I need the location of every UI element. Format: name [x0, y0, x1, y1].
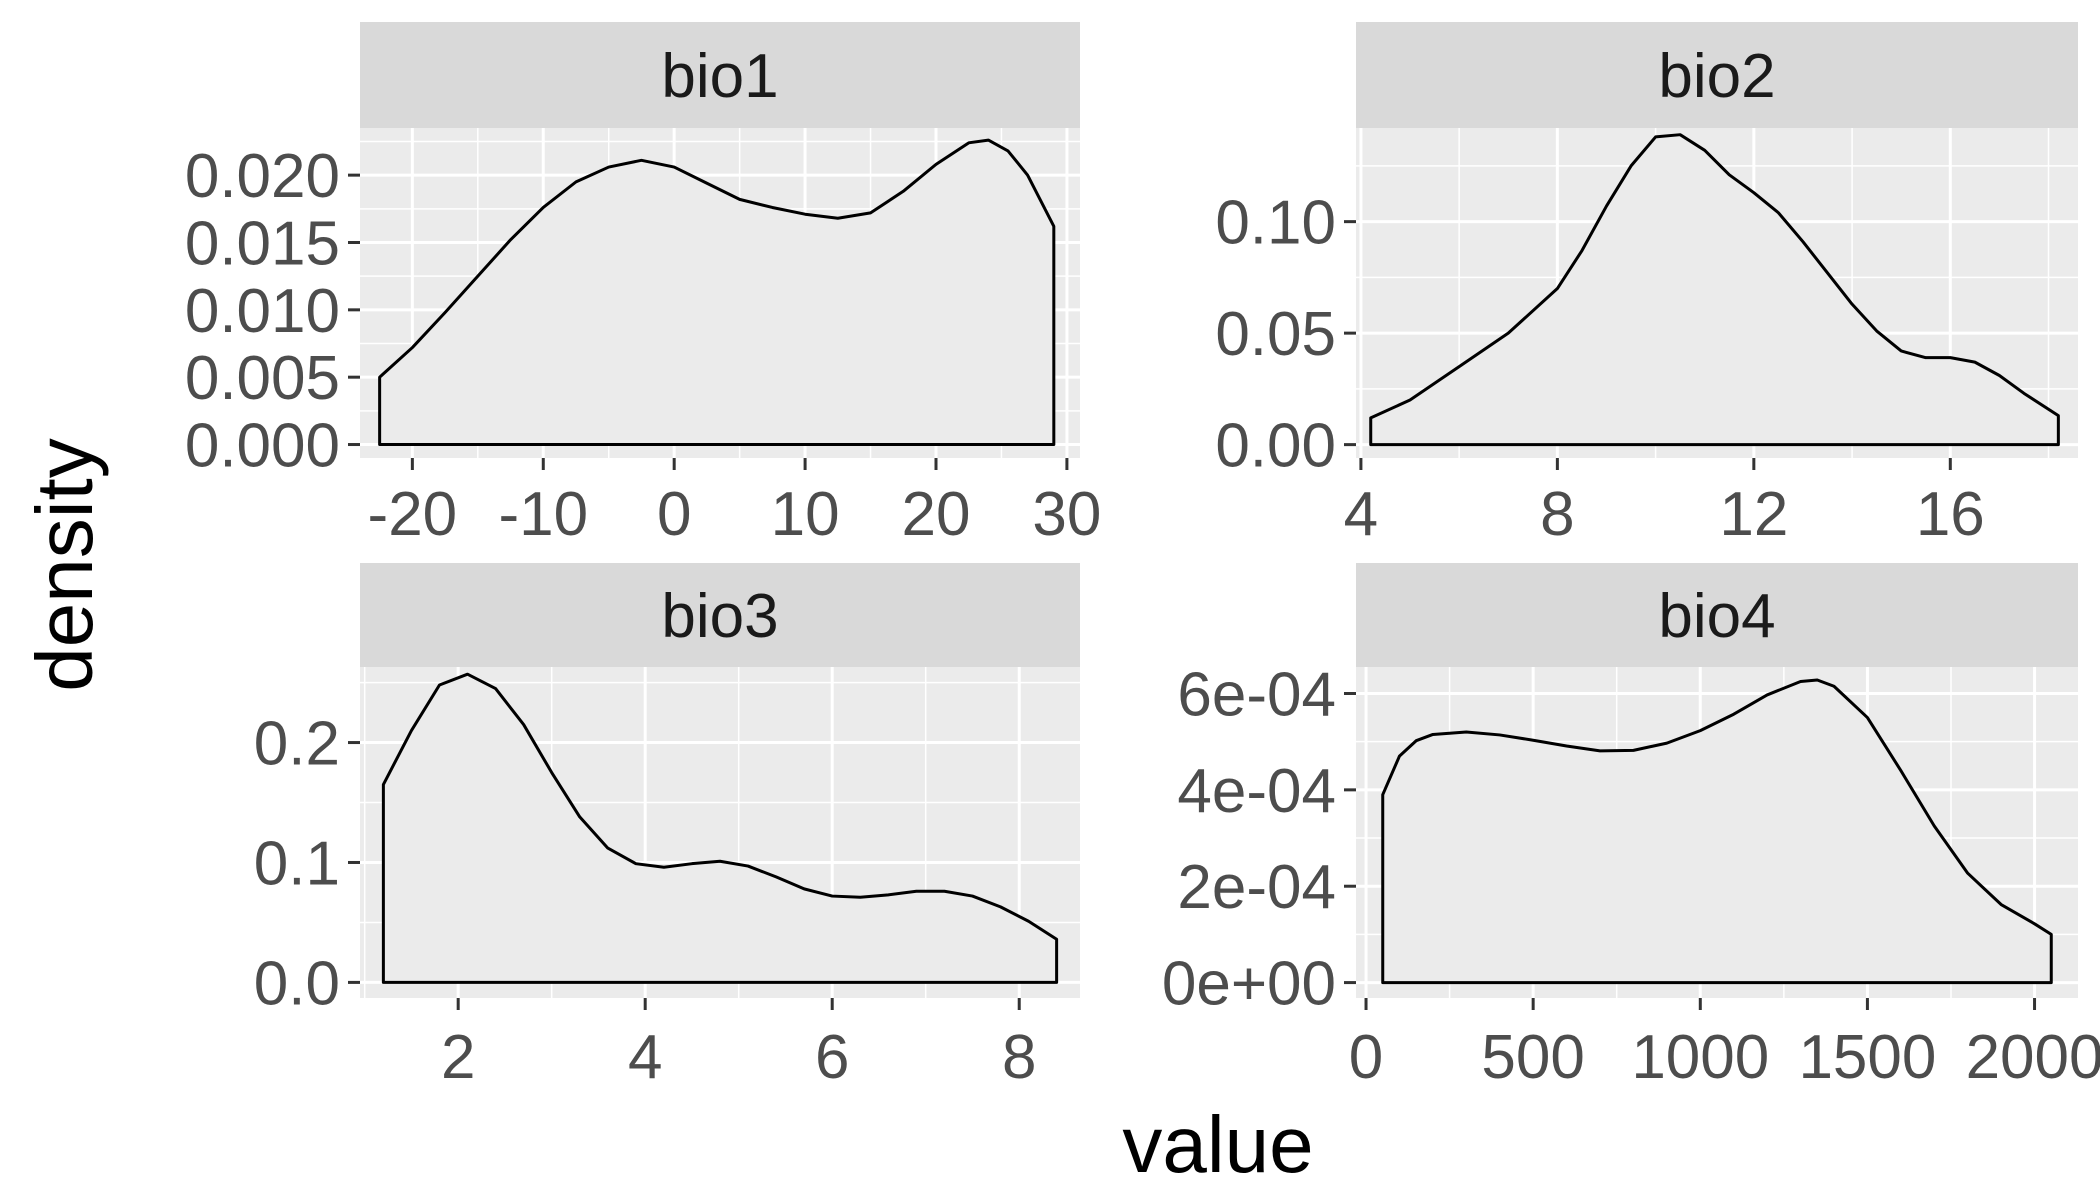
x-axis-title: value	[1122, 1100, 1313, 1189]
x-tick-label: 4	[628, 1023, 662, 1092]
x-tick-label: 8	[1540, 480, 1574, 549]
x-tick-label: 4	[1344, 480, 1378, 549]
facet-strip	[360, 22, 1080, 128]
x-tick-label: 1000	[1631, 1023, 1769, 1092]
panels-layer: bio1-20 -10 0 10 20 300.0000.0050.0100.0150.0…	[185, 22, 2100, 1092]
x-tick-label: 8	[1002, 1023, 1036, 1092]
x-tick-label: 0	[657, 480, 691, 549]
y-tick-label: 0.10	[1215, 189, 1336, 258]
facet-strip-label: bio2	[1658, 42, 1775, 111]
facet-strip	[1356, 22, 2078, 128]
x-tick-label: 12	[1719, 480, 1788, 549]
y-tick-label: 2e-04	[1177, 853, 1336, 922]
y-axis-title: density	[20, 438, 109, 691]
y-tick-label: 0.015	[185, 209, 340, 278]
facet-strip-label: bio1	[661, 42, 778, 111]
x-tick-label: 2000	[1966, 1023, 2100, 1092]
x-tick-label: -10	[498, 480, 588, 549]
facet-panel-bio2: bio2 4 8 12 16 0.00 0.05 0.10	[1215, 22, 2078, 549]
facet-strip-label: bio4	[1658, 582, 1775, 651]
x-tick-label: 2	[441, 1023, 475, 1092]
density-curve-bio2	[1369, 133, 2060, 447]
y-tick-label: 0.000	[185, 412, 340, 481]
facet-strip-label: bio3	[661, 582, 778, 651]
x-tick-label: 20	[902, 480, 971, 549]
y-tick-label: 6e-04	[1177, 660, 1336, 729]
density-curve-bio3	[381, 672, 1059, 984]
x-tick-label: 30	[1032, 480, 1101, 549]
facet-strip	[360, 563, 1080, 667]
y-tick-label: 0.010	[185, 277, 340, 346]
y-tick-label: 0.05	[1215, 300, 1336, 369]
y-tick-label: 0.00	[1215, 412, 1336, 481]
x-tick-label: 6	[815, 1023, 849, 1092]
y-tick-label: 0.1	[254, 829, 340, 898]
density-curve-bio4	[1381, 678, 2053, 985]
facet-panel-bio4: bio4 0 500 1000 1500 2000 0e+00 2e-04 4e-04 6e-04	[1162, 563, 2100, 1092]
y-tick-label: 0e+00	[1162, 950, 1336, 1019]
x-tick-label: 16	[1916, 480, 1985, 549]
x-tick-label: 0	[1349, 1023, 1383, 1092]
x-tick-label: -20	[368, 480, 458, 549]
y-tick-label: 0.2	[254, 710, 340, 779]
facet-strip	[1356, 563, 2078, 667]
facet-panel-bio3: bio3 2 4 6 8 0.0 0.1 0.2	[254, 563, 1080, 1092]
x-tick-label: 500	[1481, 1023, 1584, 1092]
x-tick-label: 1500	[1798, 1023, 1936, 1092]
facet-panel-bio1: bio1 -20 -10 0 10 20 30 0.0000.0050.0100.0150.0…	[185, 22, 1101, 549]
y-tick-label: 0.005	[185, 344, 340, 413]
density-curve-bio1	[378, 138, 1056, 447]
x-tick-label: 10	[771, 480, 840, 549]
y-tick-label: 0.020	[185, 142, 340, 211]
y-tick-label: 0.0	[254, 949, 340, 1018]
y-tick-label: 4e-04	[1177, 757, 1336, 826]
